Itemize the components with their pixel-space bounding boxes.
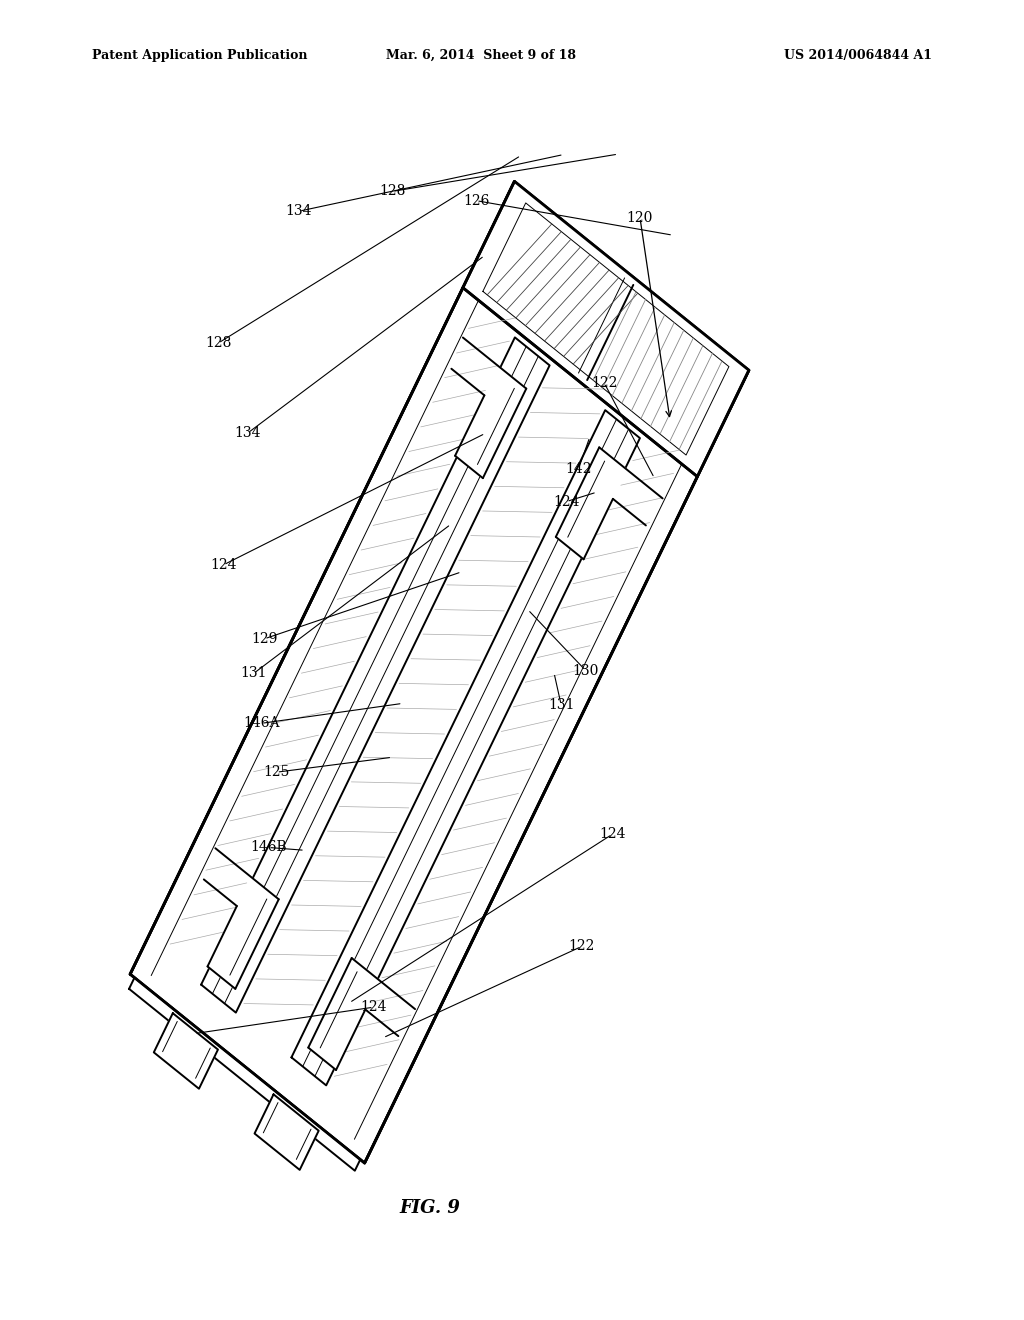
Polygon shape — [130, 181, 749, 1163]
Text: 126: 126 — [463, 194, 489, 207]
Text: 129: 129 — [251, 632, 278, 645]
Polygon shape — [455, 366, 526, 478]
Text: 130: 130 — [572, 664, 599, 677]
Text: US 2014/0064844 A1: US 2014/0064844 A1 — [783, 49, 932, 62]
Text: 131: 131 — [548, 698, 574, 711]
Text: 131: 131 — [241, 667, 267, 680]
Polygon shape — [463, 181, 749, 477]
Polygon shape — [255, 1094, 318, 1170]
Text: 120: 120 — [627, 211, 653, 224]
Text: 124: 124 — [553, 495, 580, 508]
Text: 128: 128 — [205, 337, 231, 350]
Text: 134: 134 — [234, 426, 261, 440]
Polygon shape — [308, 958, 380, 1071]
Text: 134: 134 — [286, 205, 312, 218]
Polygon shape — [208, 876, 279, 989]
Text: 124: 124 — [360, 1001, 387, 1014]
Text: 146A: 146A — [243, 717, 280, 730]
Text: 125: 125 — [263, 766, 290, 779]
Text: 128: 128 — [379, 185, 406, 198]
Polygon shape — [154, 1014, 218, 1089]
Text: 124: 124 — [599, 828, 626, 841]
Text: 124: 124 — [210, 558, 237, 572]
Text: 142: 142 — [565, 462, 592, 475]
Text: 122: 122 — [591, 376, 617, 389]
Polygon shape — [292, 411, 640, 1085]
Polygon shape — [129, 978, 360, 1171]
Polygon shape — [556, 447, 627, 560]
Polygon shape — [201, 338, 550, 1012]
Text: 122: 122 — [568, 940, 595, 953]
Text: FIG. 9: FIG. 9 — [399, 1199, 461, 1217]
Text: Patent Application Publication: Patent Application Publication — [92, 49, 307, 62]
Polygon shape — [483, 203, 729, 455]
Text: Mar. 6, 2014  Sheet 9 of 18: Mar. 6, 2014 Sheet 9 of 18 — [386, 49, 577, 62]
Text: 146B: 146B — [250, 841, 287, 854]
